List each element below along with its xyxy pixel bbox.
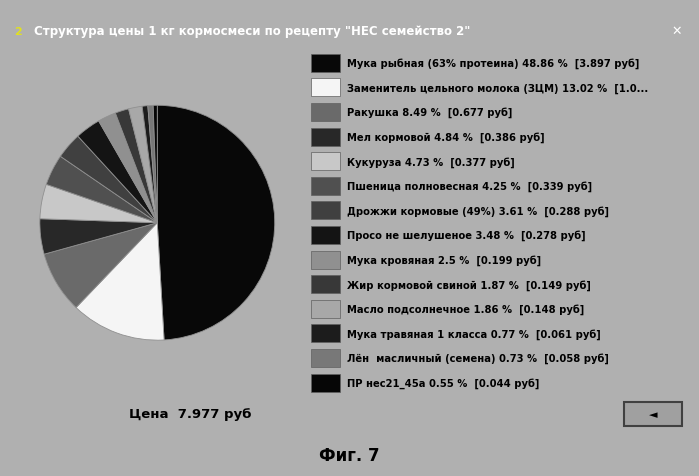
FancyBboxPatch shape [311, 276, 340, 294]
Text: Кукуруза 4.73 %  [0.377 руб]: Кукуруза 4.73 % [0.377 руб] [347, 157, 515, 167]
Wedge shape [153, 106, 157, 223]
Text: Жир кормовой свиной 1.87 %  [0.149 руб]: Жир кормовой свиной 1.87 % [0.149 руб] [347, 279, 591, 290]
Text: Ракушка 8.49 %  [0.677 руб]: Ракушка 8.49 % [0.677 руб] [347, 108, 512, 118]
FancyBboxPatch shape [311, 79, 340, 97]
FancyBboxPatch shape [311, 129, 340, 146]
Text: ◄: ◄ [649, 409, 658, 419]
Text: ✕: ✕ [671, 25, 682, 38]
FancyBboxPatch shape [311, 104, 340, 122]
FancyBboxPatch shape [311, 349, 340, 367]
Wedge shape [129, 107, 157, 223]
Wedge shape [157, 106, 275, 340]
Text: Пшеница полновесная 4.25 %  [0.339 руб]: Пшеница полновесная 4.25 % [0.339 руб] [347, 181, 592, 192]
Text: Мел кормовой 4.84 %  [0.386 руб]: Мел кормовой 4.84 % [0.386 руб] [347, 132, 545, 143]
Text: Мука кровяная 2.5 %  [0.199 руб]: Мука кровяная 2.5 % [0.199 руб] [347, 255, 541, 266]
FancyBboxPatch shape [624, 402, 682, 426]
Wedge shape [142, 107, 157, 223]
Wedge shape [46, 157, 157, 223]
Wedge shape [78, 122, 157, 223]
FancyBboxPatch shape [311, 153, 340, 171]
FancyBboxPatch shape [311, 374, 340, 392]
Text: Лён  масличный (семена) 0.73 %  [0.058 руб]: Лён масличный (семена) 0.73 % [0.058 руб… [347, 353, 609, 364]
Wedge shape [115, 109, 157, 223]
Text: ПР нес21_45а 0.55 %  [0.044 руб]: ПР нес21_45а 0.55 % [0.044 руб] [347, 377, 540, 388]
FancyBboxPatch shape [311, 202, 340, 220]
Text: Заменитель цельного молока (ЗЦМ) 13.02 %  [1.0...: Заменитель цельного молока (ЗЦМ) 13.02 %… [347, 83, 649, 93]
Text: Структура цены 1 кг кормосмеси по рецепту "НЕС семейство 2": Структура цены 1 кг кормосмеси по рецепт… [34, 25, 470, 38]
FancyBboxPatch shape [311, 325, 340, 343]
Text: Мука травяная 1 класса 0.77 %  [0.061 руб]: Мука травяная 1 класса 0.77 % [0.061 руб… [347, 328, 601, 339]
Text: Масло подсолнечное 1.86 %  [0.148 руб]: Масло подсолнечное 1.86 % [0.148 руб] [347, 304, 584, 315]
FancyBboxPatch shape [311, 300, 340, 318]
Text: Фиг. 7: Фиг. 7 [319, 446, 380, 464]
Wedge shape [99, 114, 157, 223]
FancyBboxPatch shape [311, 227, 340, 245]
Text: Дрожжи кормовые (49%) 3.61 %  [0.288 руб]: Дрожжи кормовые (49%) 3.61 % [0.288 руб] [347, 206, 610, 216]
Wedge shape [44, 223, 157, 308]
FancyBboxPatch shape [311, 178, 340, 195]
Wedge shape [40, 219, 157, 255]
Text: Мука рыбная (63% протеина) 48.86 %  [3.897 руб]: Мука рыбная (63% протеина) 48.86 % [3.89… [347, 59, 640, 69]
FancyBboxPatch shape [311, 251, 340, 269]
FancyBboxPatch shape [311, 55, 340, 73]
Wedge shape [76, 223, 164, 340]
Text: Цена  7.977 руб: Цена 7.977 руб [129, 407, 252, 421]
Wedge shape [60, 137, 157, 223]
Wedge shape [40, 185, 157, 223]
Text: Просо не шелушеное 3.48 %  [0.278 руб]: Просо не шелушеное 3.48 % [0.278 руб] [347, 230, 586, 241]
Text: 2: 2 [14, 27, 22, 37]
Wedge shape [147, 106, 157, 223]
